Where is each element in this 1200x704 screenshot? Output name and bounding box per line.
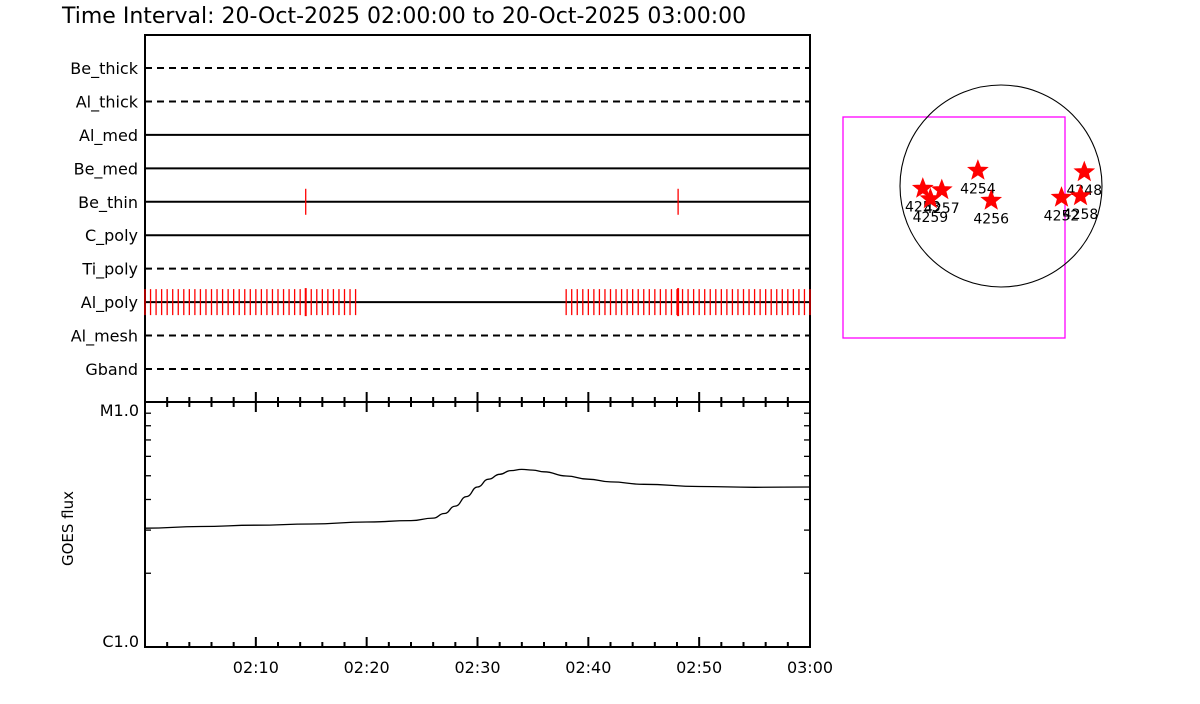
y-tick-label-top: M1.0 bbox=[100, 401, 139, 420]
ar-star-4256 bbox=[980, 189, 1003, 210]
row-label: Al_thick bbox=[76, 92, 139, 112]
ar-star-4252 bbox=[1050, 186, 1073, 207]
ar-star-4257 bbox=[930, 178, 953, 200]
goes-flux-panel: 02:10 02:20 02:30 02:40 02:50 03:00 M1.0 C1.0 GO… bbox=[59, 392, 833, 677]
x-tick-label: 02:40 bbox=[565, 658, 611, 677]
y-tick-label-bottom: C1.0 bbox=[102, 632, 139, 651]
ar-label: 4259 bbox=[913, 210, 949, 226]
x-tick-label: 02:30 bbox=[454, 658, 500, 677]
ar-star-4258 bbox=[1069, 184, 1092, 206]
row-label: Al_mesh bbox=[71, 327, 138, 347]
row-label: Be_thick bbox=[70, 59, 138, 79]
timeline-frame bbox=[144, 34, 811, 403]
filter-timeline-panel: Be_thick Al_thick Al_med Be_med Be_thin C_pol… bbox=[70, 34, 811, 403]
row-label: Al_poly bbox=[81, 293, 138, 313]
ar-label: 4256 bbox=[973, 212, 1009, 228]
x-tick-label: 02:50 bbox=[676, 658, 722, 677]
solar-disk bbox=[899, 84, 1103, 288]
row-label: Gband bbox=[85, 360, 138, 379]
ar-star-4254 bbox=[967, 159, 989, 180]
ar-label: 4254 bbox=[960, 182, 996, 198]
y-axis-label: GOES flux bbox=[59, 491, 77, 566]
chart-title: Time Interval: 20-Oct-2025 02:00:00 to 2… bbox=[61, 4, 746, 29]
x-tick-label: 02:20 bbox=[344, 658, 390, 677]
ar-star-4248 bbox=[1073, 160, 1096, 182]
goes-flux-line bbox=[144, 468, 811, 529]
row-label: Be_thin bbox=[78, 193, 138, 213]
row-label: C_poly bbox=[85, 226, 138, 246]
row-label: Ti_poly bbox=[81, 260, 138, 280]
ar-star-4259 bbox=[919, 187, 942, 209]
x-tick-label: 03:00 bbox=[787, 658, 833, 677]
fov-box bbox=[842, 116, 1066, 339]
ar-label: 4258 bbox=[1063, 207, 1099, 223]
ar-label: 4252 bbox=[1044, 209, 1080, 225]
ar-star-4253 bbox=[911, 177, 934, 198]
x-tick-label: 02:10 bbox=[233, 658, 279, 677]
row-label: Be_med bbox=[74, 159, 138, 179]
row-label: Al_med bbox=[79, 126, 138, 146]
goes-frame bbox=[144, 401, 811, 648]
